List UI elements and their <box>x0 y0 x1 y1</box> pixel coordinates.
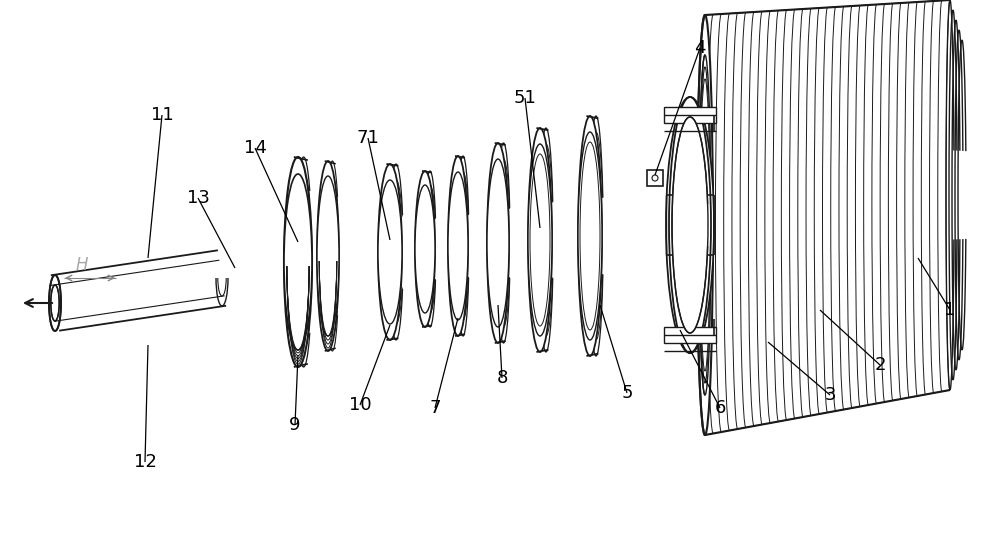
Ellipse shape <box>672 117 708 333</box>
Bar <box>647 170 663 186</box>
Ellipse shape <box>700 79 710 371</box>
Text: 5: 5 <box>621 384 633 402</box>
Text: 11: 11 <box>151 106 173 124</box>
Ellipse shape <box>415 171 435 327</box>
Ellipse shape <box>700 67 710 383</box>
Text: 1: 1 <box>944 301 956 319</box>
Ellipse shape <box>378 180 402 324</box>
Ellipse shape <box>49 275 61 331</box>
Ellipse shape <box>487 143 509 343</box>
Text: 3: 3 <box>824 386 836 404</box>
Ellipse shape <box>578 116 602 356</box>
Text: 51: 51 <box>514 89 536 107</box>
Text: 12: 12 <box>134 453 156 471</box>
Ellipse shape <box>578 132 602 340</box>
Text: 14: 14 <box>244 139 266 157</box>
Ellipse shape <box>284 157 312 367</box>
Ellipse shape <box>528 128 552 352</box>
Ellipse shape <box>51 285 59 321</box>
Ellipse shape <box>697 15 713 435</box>
Text: 10: 10 <box>349 396 371 414</box>
Text: 9: 9 <box>289 416 301 434</box>
Ellipse shape <box>317 176 339 336</box>
Ellipse shape <box>666 97 714 353</box>
Text: 2: 2 <box>874 356 886 374</box>
Text: 6: 6 <box>714 399 726 417</box>
Text: 8: 8 <box>496 369 508 387</box>
Ellipse shape <box>528 144 552 336</box>
Ellipse shape <box>378 164 402 340</box>
Bar <box>664 327 716 343</box>
Bar <box>664 107 716 123</box>
Ellipse shape <box>448 172 468 320</box>
Text: 4: 4 <box>694 39 706 57</box>
Text: H: H <box>76 256 88 274</box>
Text: 7: 7 <box>429 399 441 417</box>
Text: 71: 71 <box>357 129 379 147</box>
Ellipse shape <box>487 159 509 327</box>
Ellipse shape <box>284 174 312 350</box>
Ellipse shape <box>699 55 711 395</box>
Ellipse shape <box>317 161 339 351</box>
Ellipse shape <box>448 156 468 336</box>
Ellipse shape <box>415 185 435 313</box>
Text: 13: 13 <box>187 189 209 207</box>
